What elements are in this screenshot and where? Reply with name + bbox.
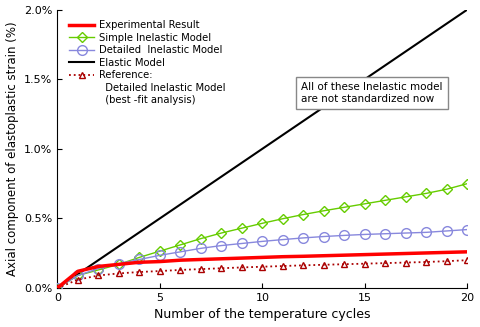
Text: All of these Inelastic model
are not standardized now: All of these Inelastic model are not sta…: [301, 82, 443, 104]
Y-axis label: Axial component of elastoplastic strain (%): Axial component of elastoplastic strain …: [6, 22, 19, 276]
X-axis label: Number of the temperature cycles: Number of the temperature cycles: [154, 308, 371, 321]
Legend: Experimental Result, Simple Inelastic Model, Detailed  Inelastic Model, Elastic : Experimental Result, Simple Inelastic Mo…: [66, 17, 229, 108]
